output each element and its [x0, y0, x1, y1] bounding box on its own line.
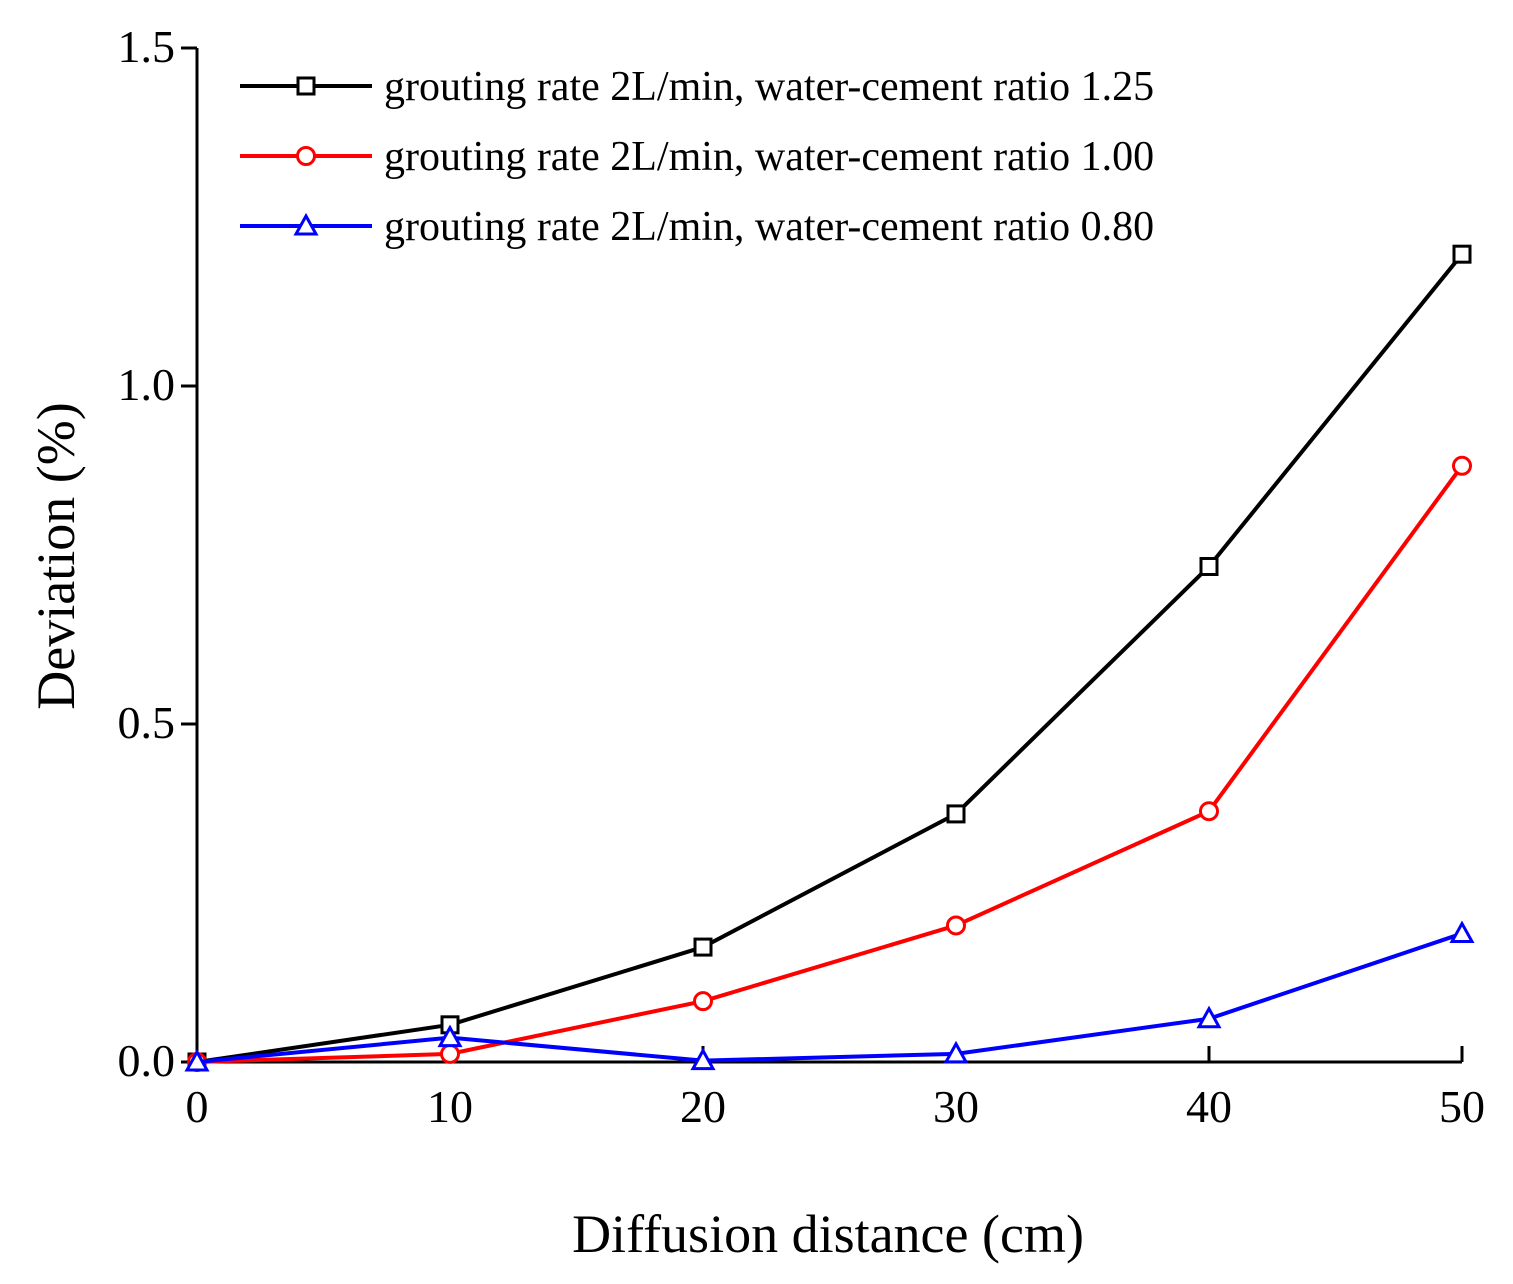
- data-point: [1199, 801, 1219, 822]
- series-line: [196, 931, 1463, 1064]
- y-tick-label: 1.0: [118, 359, 176, 410]
- y-tick-label: 0.5: [118, 697, 176, 748]
- data-point: [1449, 920, 1475, 944]
- series-3: [184, 920, 1475, 1072]
- data-point: [1452, 455, 1472, 476]
- legend-label: grouting rate 2L/min, water-cement ratio…: [384, 204, 1154, 250]
- data-point: [1199, 556, 1219, 576]
- data-point: [184, 1048, 210, 1072]
- data-point: [1196, 1005, 1222, 1029]
- y-tick-label: 1.5: [118, 21, 176, 72]
- legend-marker: [296, 76, 316, 96]
- legend-marker: [296, 146, 316, 166]
- series-line: [196, 252, 1464, 1064]
- series-2: [187, 455, 1472, 1072]
- y-axis-title: Deviation (%): [26, 402, 86, 709]
- legend-marker: [293, 212, 319, 236]
- legend-entry: grouting rate 2L/min, water-cement ratio…: [240, 134, 1154, 180]
- data-point: [690, 1047, 716, 1071]
- legend-label: grouting rate 2L/min, water-cement ratio…: [384, 64, 1154, 110]
- data-point: [437, 1024, 463, 1048]
- data-point: [943, 1040, 969, 1064]
- series-layer: [184, 244, 1475, 1072]
- series-line: [196, 464, 1464, 1064]
- x-tick-label: 50: [1439, 1081, 1485, 1132]
- data-point: [946, 915, 966, 936]
- data-point: [693, 937, 713, 957]
- legend: grouting rate 2L/min, water-cement ratio…: [240, 64, 1154, 250]
- series-1: [187, 244, 1472, 1072]
- legend-entry: grouting rate 2L/min, water-cement ratio…: [240, 204, 1154, 250]
- axes: 0 10 20 30 40 50 0.0 0.5 1.0 1.5: [118, 21, 1486, 1132]
- legend-entry: grouting rate 2L/min, water-cement ratio…: [240, 64, 1154, 110]
- y-tick-label: 0.0: [118, 1035, 176, 1086]
- x-tick-label: 30: [933, 1081, 979, 1132]
- x-tick-label: 10: [427, 1081, 473, 1132]
- x-tick-label: 0: [186, 1081, 209, 1132]
- data-point: [946, 804, 966, 824]
- data-point: [440, 1043, 460, 1064]
- x-tick-label: 20: [680, 1081, 726, 1132]
- data-point: [1452, 244, 1472, 264]
- data-point: [693, 991, 713, 1012]
- legend-label: grouting rate 2L/min, water-cement ratio…: [384, 134, 1154, 180]
- x-axis-title: Diffusion distance (cm): [572, 1204, 1084, 1264]
- x-tick-label: 40: [1186, 1081, 1232, 1132]
